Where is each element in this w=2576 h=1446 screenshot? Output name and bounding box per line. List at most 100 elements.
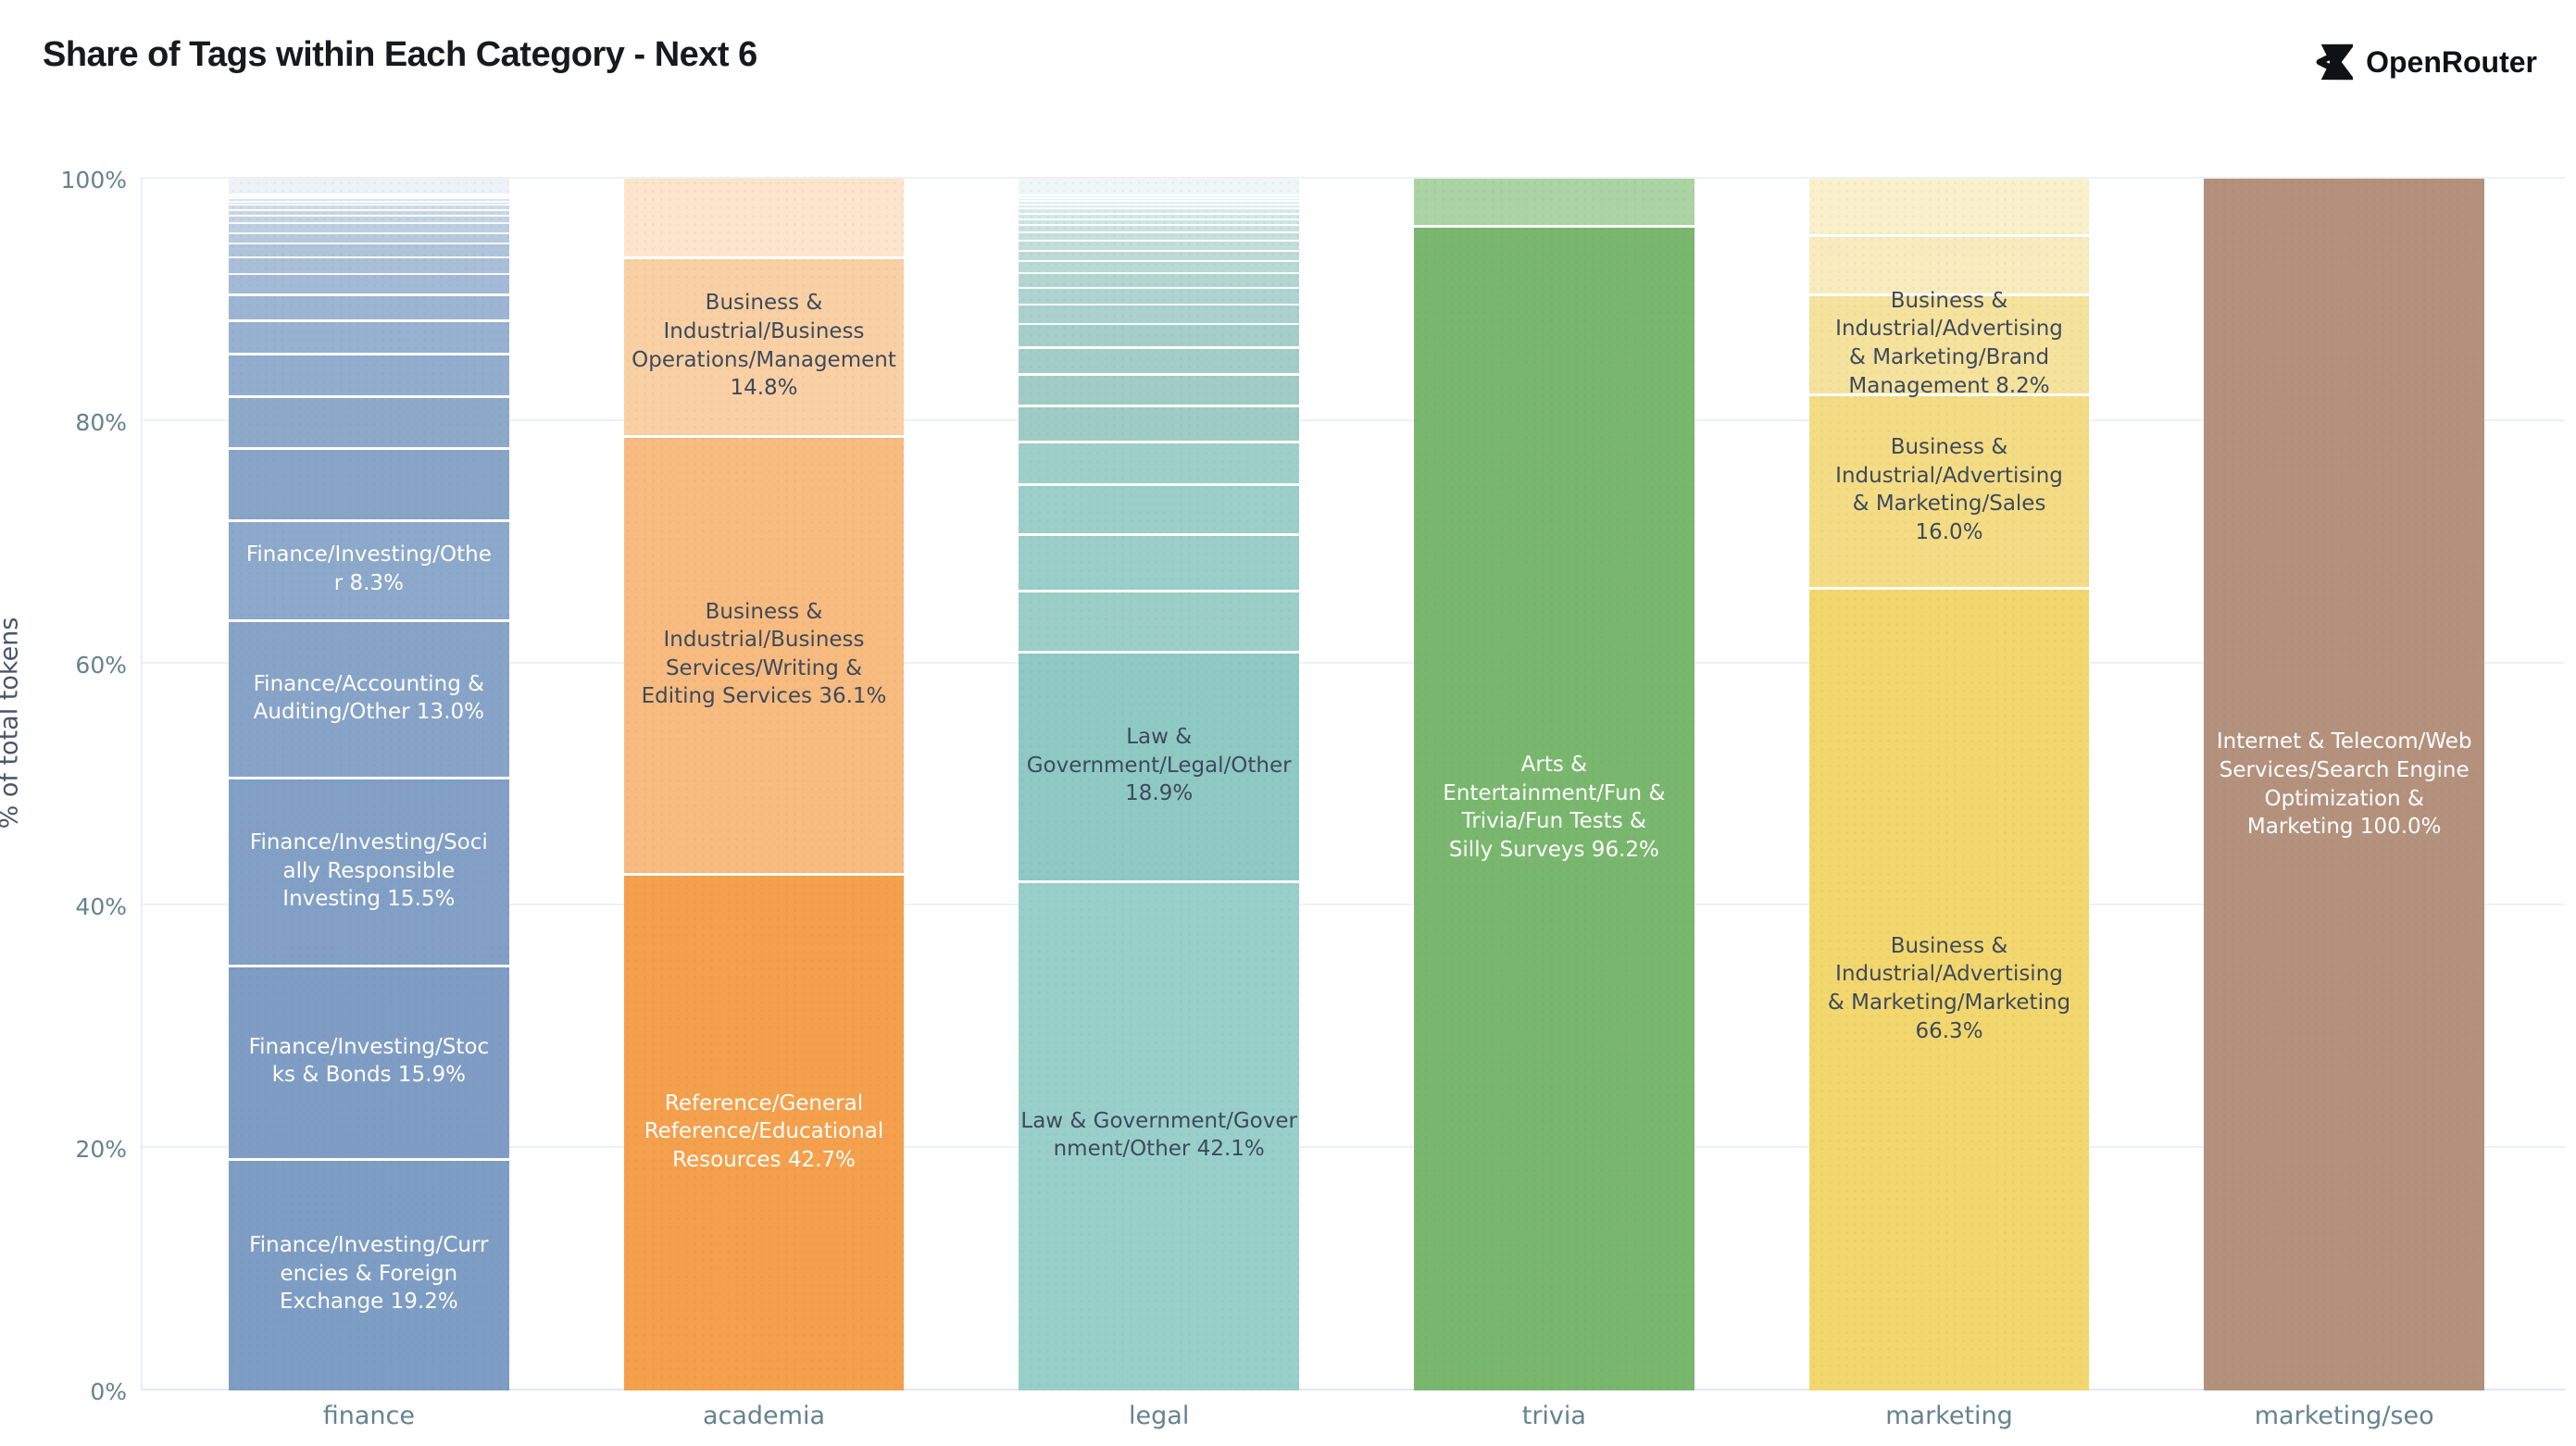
bar-segment[interactable] [1019,207,1300,213]
bar-segment[interactable] [228,353,509,396]
bar-segment[interactable] [1019,218,1300,225]
bar-segment-business-industrial-business-operations-management[interactable]: Business & Industrial/Business Operations/… [623,256,905,436]
y-tick-0: 0% [90,1377,127,1405]
bar-segment-reference-general-reference-educational-resources[interactable]: Reference/General Reference/Educational Re… [623,873,905,1390]
bar-segment[interactable] [1019,532,1300,591]
y-axis-title: % of total tokens [0,617,24,829]
bar-segment[interactable] [228,222,509,232]
bar-segment-business-industrial-advertising-marketing-sales[interactable]: Business & Industrial/Advertising & Market… [1808,393,2090,588]
stacked-bar-trivia: Arts & Entertainment/Fun & Trivia/Fun Test… [1413,179,1694,1390]
bar-segment[interactable] [623,179,905,256]
x-axis-label-marketing: marketing [1885,1402,2013,1430]
bar-segment[interactable] [228,256,509,273]
bar-segment[interactable] [228,273,509,294]
bar-segment[interactable] [1019,346,1300,373]
openrouter-brand: OpenRouter [2310,41,2537,83]
openrouter-logo-icon [2310,41,2354,83]
x-axis-labels: finance academia legal trivia marketing marke… [171,1402,2542,1430]
y-tick-80: 80% [75,408,127,436]
x-axis-label-trivia: trivia [1521,1402,1586,1430]
bar-segment[interactable] [1019,483,1300,533]
segment-label: Finance/Investing/Othe r 8.3% [245,542,492,595]
bar-segment[interactable] [1019,179,1300,195]
bar-segment[interactable] [228,193,509,195]
y-tick-60: 60% [75,651,127,679]
segment-label: Internet & Telecom/Web Services/Search En… [2216,729,2472,840]
bar-segment-finance-investing-socially-responsible-investing[interactable]: Finance/Investing/Soci ally Responsible In… [228,777,509,966]
y-tick-20: 20% [75,1136,127,1164]
segment-label: Finance/Accounting & Auditing/Other 13.0% [253,671,485,725]
bar-segment-finance-investing-currencies-foreign-exchange[interactable]: Finance/Investing/Curr encies & Foreign Ex… [228,1157,509,1390]
bar-segment[interactable] [228,194,509,198]
segment-label: Business & Industrial/Advertising & Market… [1835,288,2063,398]
bar-segment[interactable] [228,197,509,201]
bar-segment[interactable] [1019,203,1300,208]
bars-layer: Finance/Investing/Othe r 8.3% Finance/Acco… [171,179,2542,1390]
bar-segment[interactable] [1019,323,1300,347]
bar-segment[interactable] [1019,404,1300,442]
segment-label: Law & Government/Gover nment/Other 42.1% [1020,1108,1297,1162]
plot-area: 0% 20% 40% 60% 80% 100% Finance/Investin… [61,167,2565,1405]
bar-segment-finance-accounting-auditing-other[interactable]: Finance/Accounting & Auditing/Other 13.0% [228,619,509,778]
bar-segment[interactable] [228,395,509,448]
segment-label: Finance/Investing/Soci ally Responsible In… [249,830,488,912]
segment-label: Reference/General Reference/Educational Re… [644,1091,884,1172]
bar-segment-business-industrial-advertising-marketing-marketing[interactable]: Business & Industrial/Advertising & Market… [1808,587,2090,1390]
bar-segment[interactable] [1019,240,1300,250]
bar-segment[interactable] [228,318,509,354]
stacked-bar-finance: Finance/Investing/Othe r 8.3% Finance/Acco… [228,179,509,1390]
bar-segment[interactable] [1019,212,1300,218]
bar-segment[interactable] [1019,194,1300,197]
bar-segment[interactable] [1019,304,1300,324]
stacked-bar-academia: Business & Industrial/Business Operations/… [623,179,905,1390]
x-axis-label-marketing/seo: marketing/seo [2254,1402,2434,1430]
bar-segment[interactable] [228,231,509,243]
bar-segment-internet-telecom-web-services-search-engine-optimization-marketing[interactable]: Internet & Telecom/Web Services/Search En… [2204,179,2485,1390]
bar-segment-arts-entertainment-fun-trivia-fun-tests-silly-surveys[interactable]: Arts & Entertainment/Fun & Trivia/Fun Test… [1413,224,1694,1390]
bar-segment[interactable] [1019,372,1300,405]
bar-column-legal: Law & Government/Legal/Other 18.9% Law & Go… [961,179,1357,1390]
bar-column-marketing: Business & Industrial/Advertising & Market… [1752,179,2147,1390]
openrouter-wordmark: OpenRouter [2366,44,2537,79]
bar-segment[interactable] [1019,590,1300,652]
bar-segment[interactable] [1019,231,1300,241]
bar-segment[interactable] [228,215,509,223]
bar-column-academia: Business & Industrial/Business Operations/… [567,179,962,1390]
bar-segment[interactable] [1019,287,1300,305]
y-axis-line [141,179,143,1390]
bar-segment-law-government-legal-other[interactable]: Law & Government/Legal/Other 18.9% [1019,651,1300,880]
bar-segment-finance-investing-stocks-bonds[interactable]: Finance/Investing/Stoc ks & Bonds 15.9% [228,965,509,1158]
stacked-bar-marketing/seo: Internet & Telecom/Web Services/Search En… [2204,179,2485,1390]
bar-segment[interactable] [1808,179,2090,235]
bar-segment[interactable] [228,447,509,519]
segment-label: Business & Industrial/Advertising & Market… [1835,435,2063,544]
bar-segment-business-industrial-business-services-writing-editing-services[interactable]: Business & Industrial/Business Services/Wr… [623,435,905,874]
bar-segment[interactable] [228,243,509,256]
stacked-bar-marketing: Business & Industrial/Advertising & Market… [1808,179,2090,1390]
bar-segment[interactable] [1019,260,1300,273]
bar-segment-law-government-government-other[interactable]: Law & Government/Gover nment/Other 42.1% [1019,879,1300,1390]
stacked-bar-legal: Law & Government/Legal/Other 18.9% Law & Go… [1019,179,1300,1390]
bar-segment[interactable] [1019,199,1300,204]
bar-segment[interactable] [1413,179,1694,225]
x-axis-label-academia: academia [702,1402,826,1430]
bar-segment[interactable] [1019,196,1300,200]
bar-segment[interactable] [228,208,509,216]
bar-segment-finance-investing-other[interactable]: Finance/Investing/Othe r 8.3% [228,518,509,620]
bar-segment[interactable] [1019,249,1300,261]
segment-label: Finance/Investing/Stoc ks & Bonds 15.9% [248,1034,490,1088]
bar-segment[interactable] [1019,441,1300,484]
bar-segment[interactable] [1019,224,1300,231]
bar-segment[interactable] [228,200,509,205]
bar-segment[interactable] [1808,234,2090,294]
gridline-0 [141,1389,2565,1390]
bar-segment[interactable] [228,204,509,209]
segment-label: Business & Industrial/Advertising & Market… [1827,933,2071,1043]
bar-segment-business-industrial-advertising-marketing-brand-management[interactable]: Business & Industrial/Advertising & Market… [1808,289,2090,398]
bar-segment[interactable] [228,179,509,193]
x-axis-label-legal: legal [1129,1402,1190,1430]
bar-segment[interactable] [1019,272,1300,288]
bar-segment[interactable] [228,293,509,319]
bar-column-finance: Finance/Investing/Othe r 8.3% Finance/Acco… [171,179,567,1390]
